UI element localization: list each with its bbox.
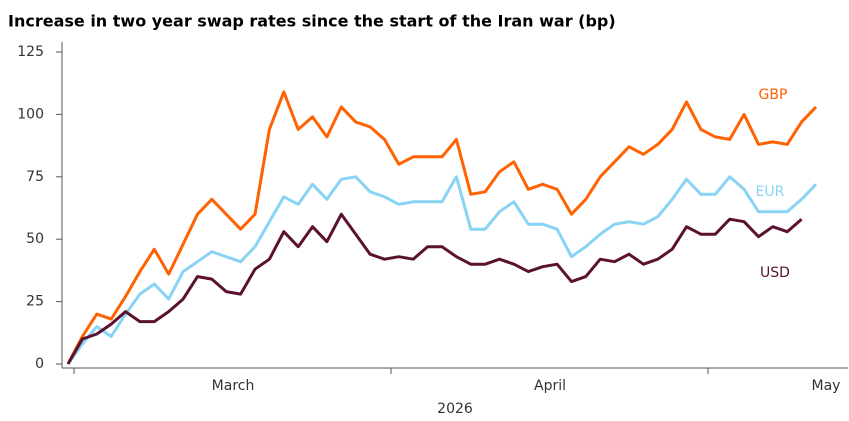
chart-title: Increase in two year swap rates since th… bbox=[8, 12, 616, 31]
line-series bbox=[66, 175, 818, 365]
line-series bbox=[66, 212, 803, 365]
y-tick-label: 25 bbox=[26, 294, 44, 310]
series-label: USD bbox=[760, 265, 790, 281]
x-axis-label: 2026 bbox=[437, 401, 473, 417]
y-tick-label: 125 bbox=[17, 44, 44, 60]
y-tick-label: 100 bbox=[17, 106, 44, 122]
x-tick-label: April bbox=[534, 378, 566, 394]
x-tick-label: May bbox=[812, 378, 841, 394]
x-tick-label: March bbox=[212, 378, 255, 394]
y-tick-label: 0 bbox=[35, 356, 44, 372]
series-label: EUR bbox=[756, 184, 785, 200]
line-series bbox=[66, 90, 818, 365]
series-label: GBP bbox=[759, 87, 788, 103]
y-tick-label: 50 bbox=[26, 231, 44, 247]
y-tick-label: 75 bbox=[26, 169, 44, 185]
